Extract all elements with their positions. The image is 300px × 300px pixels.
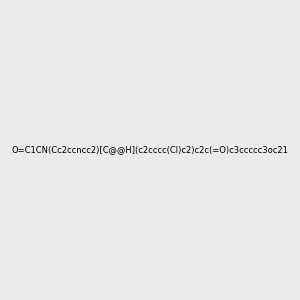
Text: O=C1CN(Cc2ccncc2)[C@@H](c2cccc(Cl)c2)c2c(=O)c3ccccc3oc21: O=C1CN(Cc2ccncc2)[C@@H](c2cccc(Cl)c2)c2c…: [12, 146, 288, 154]
